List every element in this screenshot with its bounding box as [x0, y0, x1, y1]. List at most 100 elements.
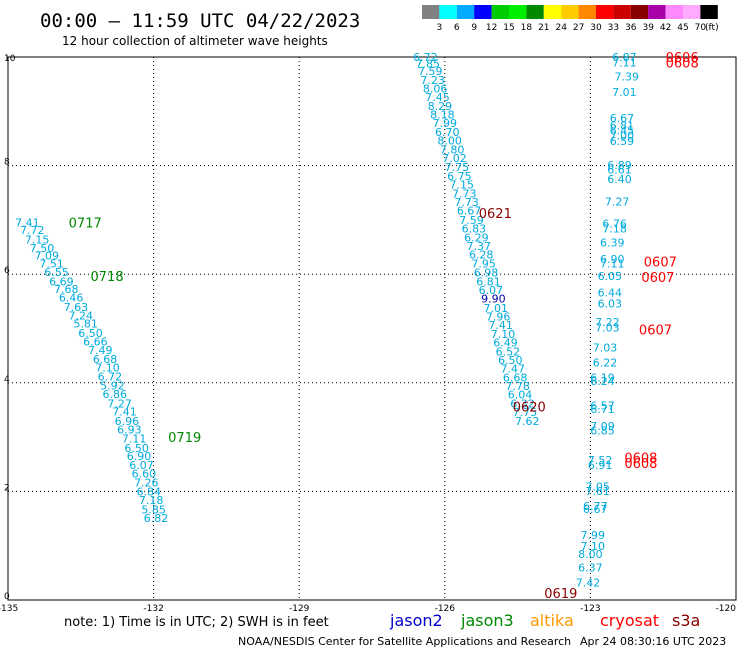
wave-height-point: 6.29: [464, 231, 489, 244]
wave-height-point: 6.85: [590, 425, 615, 438]
wave-height-point: 6.39: [600, 237, 625, 250]
scale-swatch: [491, 5, 509, 19]
pass-label: 0719: [168, 431, 201, 446]
wave-height-point: 7.09: [590, 420, 615, 433]
scale-unit-label: (ft): [705, 23, 719, 33]
wave-height-point: 7.10: [491, 328, 516, 341]
wave-height-point: 7.24: [69, 309, 94, 322]
wave-height-point: 6.87: [612, 51, 637, 64]
y-tick-label: 0: [4, 592, 10, 602]
wave-height-point: 6.81: [476, 275, 501, 288]
wave-height-point: 7.18: [139, 494, 164, 507]
wave-height-point: 6.84: [136, 485, 161, 498]
wave-height-point: 7.02: [442, 152, 467, 165]
wave-height-point: 7.75: [513, 406, 538, 419]
wave-height-point: 6.70: [435, 126, 460, 139]
wave-height-point: 7.27: [107, 397, 132, 410]
wave-height-point: 6.28: [469, 249, 494, 262]
wave-height-point: 7.75: [445, 161, 470, 174]
wave-height-point: 6.67: [610, 112, 635, 125]
wave-height-point: 7.42: [576, 577, 601, 590]
wave-height-point: 6.90: [600, 253, 625, 266]
scale-label: 45: [677, 23, 688, 33]
wave-height-point: 5.85: [141, 503, 166, 516]
wave-height-point: 7.80: [440, 143, 465, 156]
wave-height-point: 7.52: [588, 454, 613, 467]
wave-height-point: 7.49: [88, 344, 113, 357]
wave-height-point: 5.81: [73, 318, 98, 331]
wave-height-point: 6.22: [593, 357, 618, 370]
wave-height-point: 6.50: [498, 354, 523, 367]
scale-label: 18: [521, 23, 533, 33]
wave-height-point: 7.39: [615, 71, 640, 84]
y-tick-labels: 0 2 4 6 8 10: [4, 54, 16, 602]
scale-label: 12: [486, 23, 497, 33]
wave-height-point: 7.37: [467, 240, 492, 253]
wave-height-point: 7.18: [602, 223, 627, 236]
scale-label: 42: [660, 23, 671, 33]
wave-height-point: 7.73: [454, 196, 479, 209]
wave-height-point: 7.99: [581, 529, 606, 542]
wave-height-point: 6.19: [590, 371, 615, 384]
wave-height-point: 7.26: [134, 477, 159, 490]
wave-height-point: 7.22: [595, 316, 620, 329]
scale-swatch: [456, 5, 475, 19]
wave-height-point: 6.46: [59, 292, 84, 305]
scale-swatch: [683, 5, 701, 19]
pass-label: 0606: [666, 51, 699, 66]
wave-height-point: 7.11: [612, 56, 637, 69]
satellite-name: jason3: [460, 611, 514, 630]
wave-height-point: 6.68: [503, 371, 528, 384]
pass-labels: 0717071807190621062006190606060806070607…: [69, 51, 699, 602]
wave-height-point: 6.24: [590, 375, 615, 388]
x-tick-labels: -135 -132 -129 -126 -123 -120: [0, 604, 736, 614]
wave-height-point: 8.00: [578, 548, 603, 561]
wave-height-point: 7.51: [39, 257, 64, 270]
chart-subtitle: 12 hour collection of altimeter wave hei…: [62, 34, 328, 48]
note-text: note: 1) Time is in UTC; 2) SWH is in fe…: [64, 615, 329, 630]
x-tick-label: -135: [0, 604, 18, 614]
scale-label: 21: [538, 23, 549, 33]
pass-label: 0620: [513, 401, 546, 416]
pass-label: 0619: [544, 587, 577, 602]
wave-height-point: 6.52: [496, 345, 521, 358]
wave-height-point: 6.93: [117, 423, 142, 436]
wave-height-point: 7.15: [450, 179, 475, 192]
scale-label: 24: [555, 23, 567, 33]
pass-label: 0621: [479, 207, 512, 222]
wave-height-point: 6.83: [462, 223, 487, 236]
scale-swatch: [561, 5, 579, 19]
satellite-legend: jason2 jason3 altika cryosat s3a: [389, 611, 700, 630]
scale-swatch: [526, 5, 544, 19]
timestamp-text: Apr 24 08:30:16 UTC 2023: [580, 635, 726, 648]
wave-height-point: 6.61: [607, 163, 632, 176]
wave-height-point: 8.00: [437, 135, 462, 148]
scale-swatch: [474, 5, 492, 19]
wave-height-point: 6.98: [474, 267, 499, 280]
wave-height-point: 7.85: [416, 58, 441, 71]
pass-label: 0608: [624, 452, 657, 467]
wave-height-point: 7.45: [425, 91, 450, 104]
wave-height-point: 6.72: [413, 51, 438, 64]
wave-height-point: 7.01: [612, 86, 637, 99]
wave-height-point: 7.41: [112, 406, 137, 419]
wave-height-point: 6.59: [610, 135, 635, 148]
scale-swatch: [578, 5, 596, 19]
scale-label: 36: [625, 23, 637, 33]
scale-swatch: [543, 5, 562, 19]
plot-grid: [8, 57, 736, 600]
wave-height-point: 7.15: [25, 233, 50, 246]
wave-height-point: 7.03: [595, 321, 620, 334]
wave-height-point: 6.90: [127, 450, 152, 463]
wave-height-point: 7.99: [433, 117, 458, 130]
wave-height-point: 5.92: [100, 380, 125, 393]
y-tick-label: 2: [4, 483, 10, 493]
scale-swatch: [439, 5, 457, 19]
scale-label: 9: [471, 23, 477, 33]
pass-label: 0717: [69, 217, 102, 232]
wave-height-point: 6.57: [590, 400, 615, 413]
scale-swatch: [422, 5, 440, 19]
wave-height-point: 6.96: [115, 415, 140, 428]
wave-height-point: 7.62: [515, 415, 540, 428]
wave-height-point: 7.47: [500, 363, 525, 376]
